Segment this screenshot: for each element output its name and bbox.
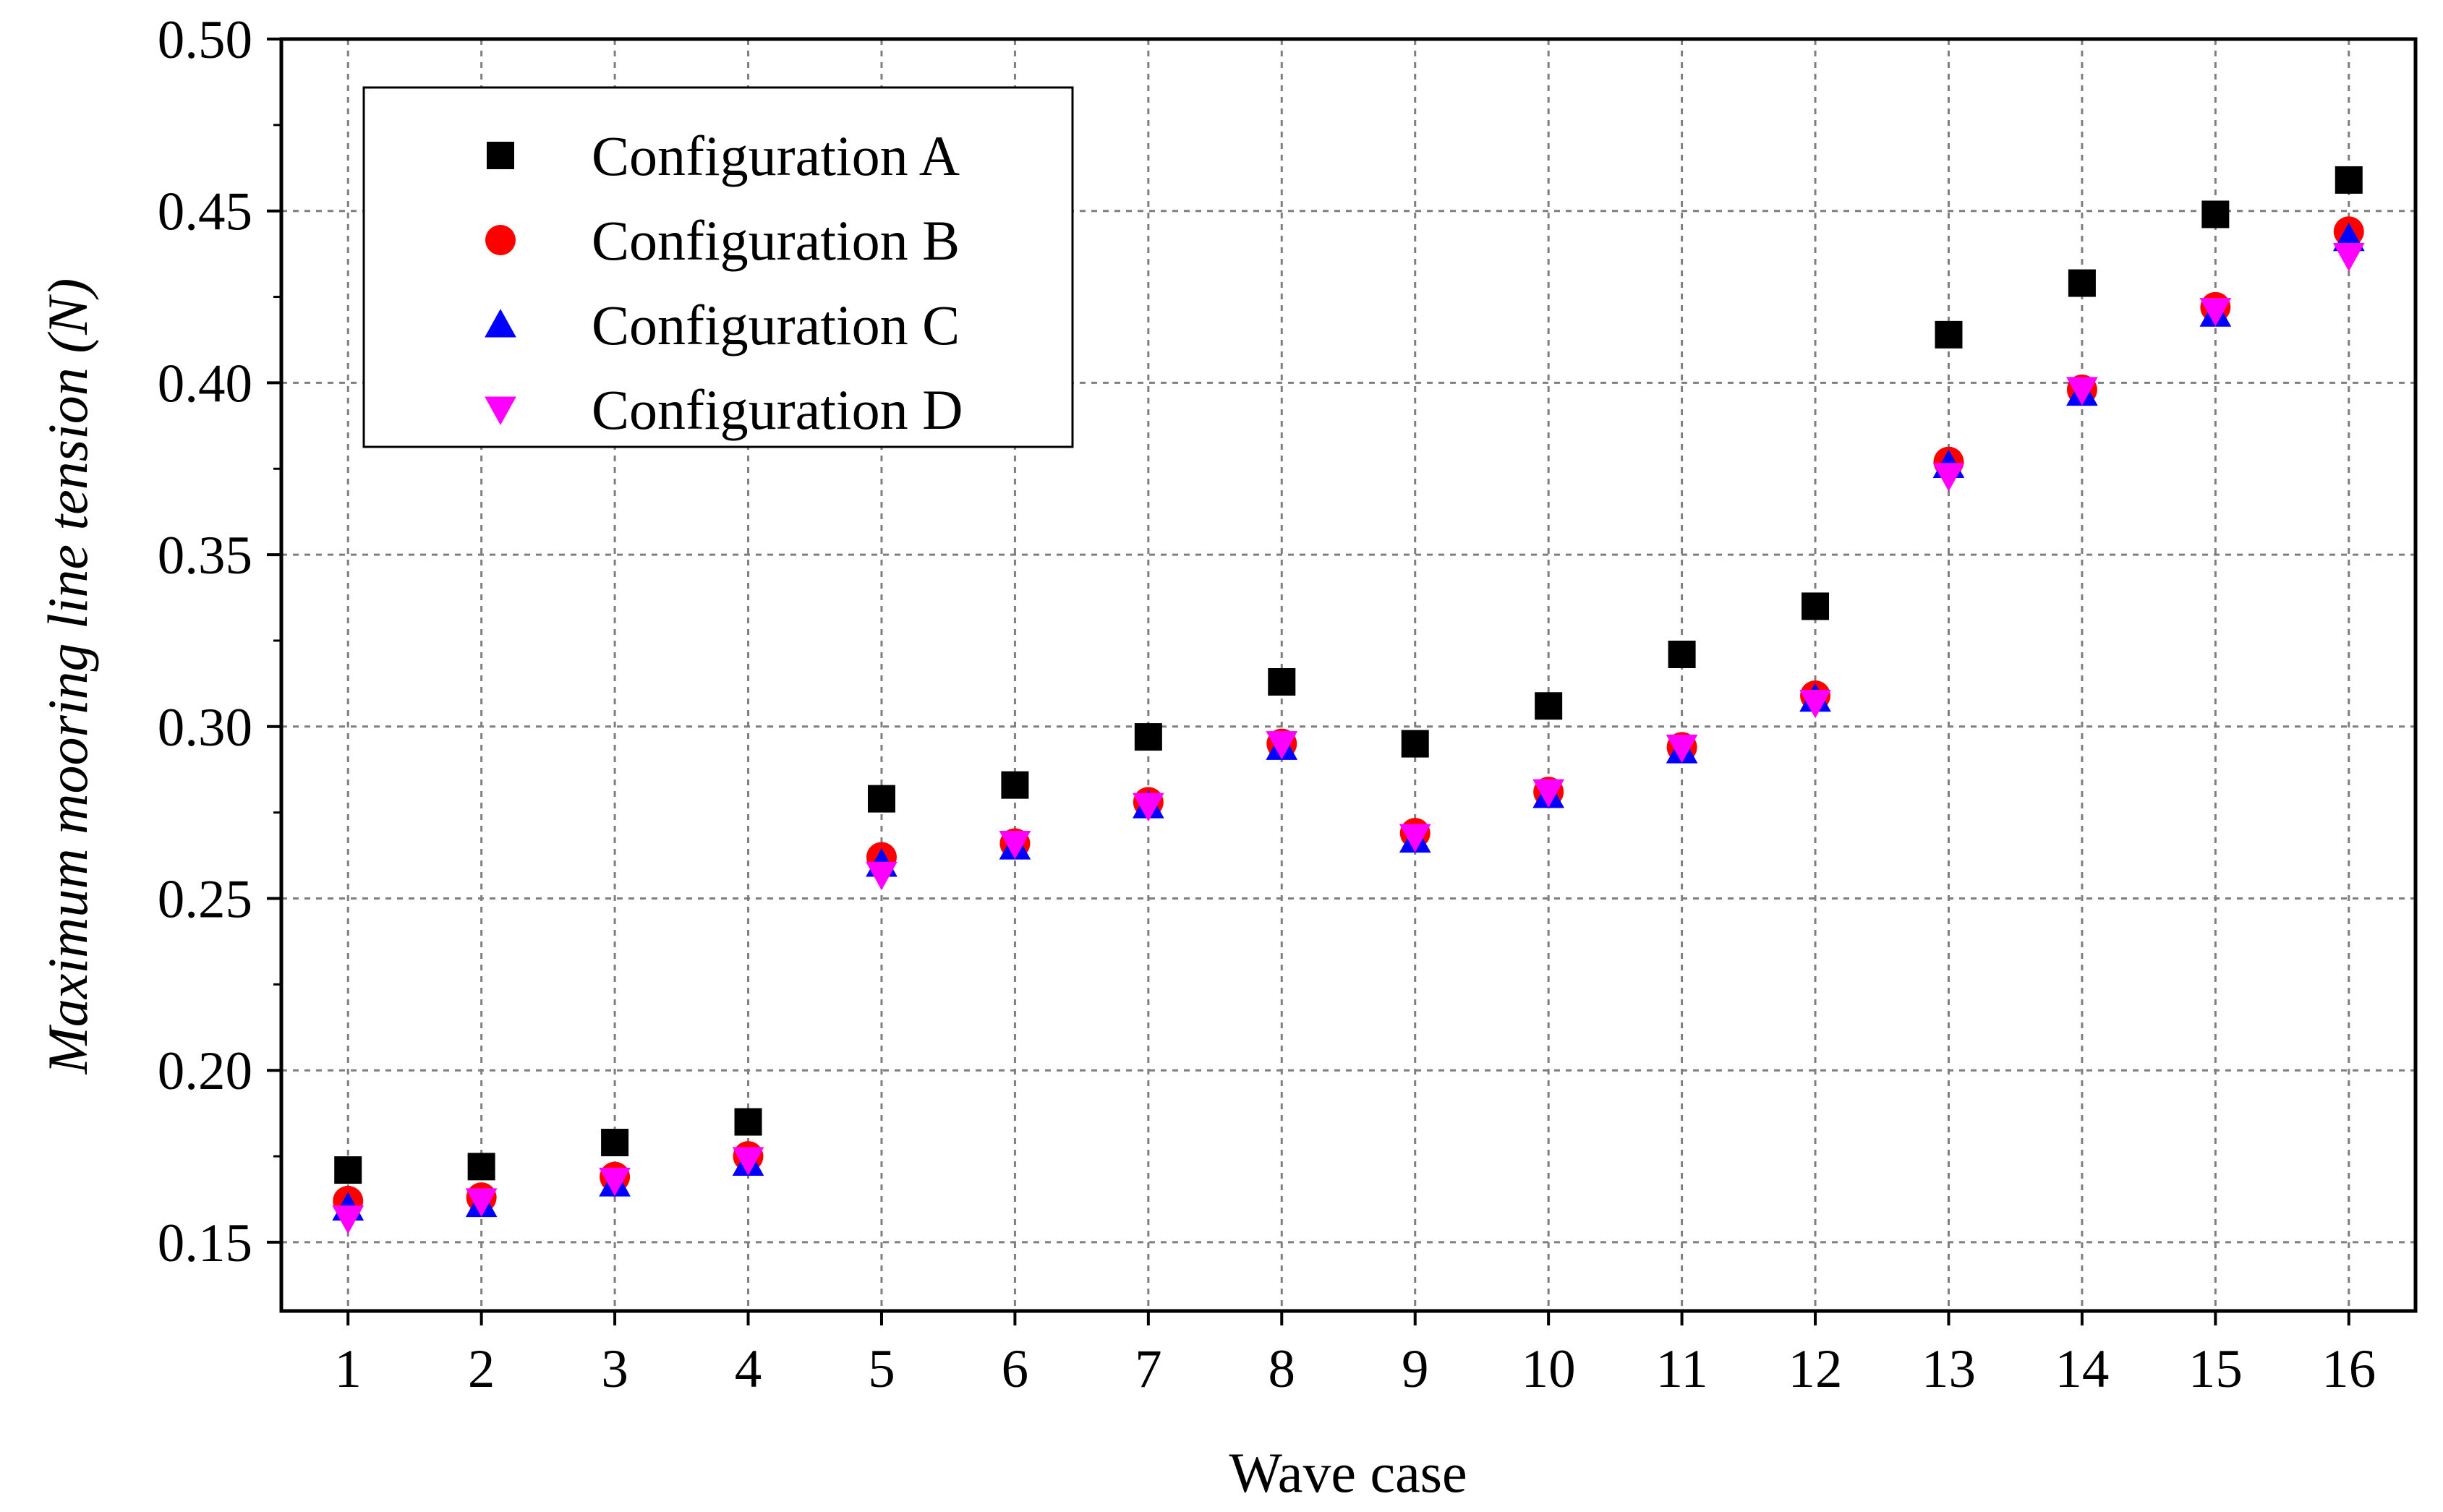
x-tick-label: 15 bbox=[2188, 1339, 2243, 1399]
x-tick-labels: 1 2 3 4 5 6 7 8 9 10 11 12 13 14 15 16 bbox=[334, 1339, 2376, 1399]
legend-item: Configuration B bbox=[485, 209, 960, 272]
data-point bbox=[1932, 463, 1965, 492]
data-point bbox=[732, 1147, 764, 1176]
data-point bbox=[334, 1156, 362, 1184]
data-point bbox=[1666, 734, 1698, 764]
x-tick-label: 8 bbox=[1269, 1339, 1296, 1399]
data-point bbox=[1001, 771, 1029, 799]
data-point bbox=[2332, 243, 2365, 272]
x-tick-label: 16 bbox=[2322, 1339, 2376, 1399]
data-point bbox=[1134, 723, 1162, 751]
data-point bbox=[599, 1167, 631, 1197]
data-point bbox=[2201, 200, 2230, 228]
x-tick-label: 12 bbox=[1788, 1339, 1843, 1399]
x-tick-label: 5 bbox=[868, 1339, 895, 1399]
legend-item: Configuration C bbox=[485, 294, 960, 356]
data-point bbox=[601, 1129, 629, 1157]
data-point bbox=[1535, 692, 1563, 720]
x-tick-label: 2 bbox=[468, 1339, 495, 1399]
y-tick-label: 0.50 bbox=[158, 10, 252, 70]
legend-label: Configuration C bbox=[592, 294, 960, 356]
y-axis-title: Maximum mooring line tension (N) bbox=[36, 278, 99, 1075]
x-tick-label: 1 bbox=[334, 1339, 362, 1399]
data-point bbox=[1668, 640, 1696, 668]
data-point bbox=[465, 1188, 498, 1217]
y-tick-label: 0.25 bbox=[158, 870, 252, 930]
data-point bbox=[1266, 731, 1298, 760]
legend-item: Configuration A bbox=[487, 124, 960, 187]
data-point bbox=[2068, 269, 2096, 297]
x-tick-label: 3 bbox=[601, 1339, 628, 1399]
data-point bbox=[999, 830, 1031, 860]
y-tick-label: 0.30 bbox=[158, 698, 252, 758]
data-point bbox=[867, 785, 895, 813]
data-point bbox=[332, 1205, 364, 1234]
legend-marker bbox=[487, 142, 514, 169]
data-point bbox=[2335, 166, 2363, 194]
legend-marker bbox=[485, 225, 516, 255]
x-tick-label: 14 bbox=[2055, 1339, 2109, 1399]
x-tick-label: 11 bbox=[1655, 1339, 1707, 1399]
data-point bbox=[1799, 690, 1831, 719]
y-tick-label: 0.40 bbox=[158, 354, 252, 414]
legend-label: Configuration D bbox=[592, 378, 963, 441]
data-point bbox=[866, 861, 898, 891]
data-point bbox=[1802, 592, 1830, 620]
x-tick-label: 4 bbox=[735, 1339, 762, 1399]
x-axis-title: Wave case bbox=[1229, 1441, 1467, 1504]
legend: Configuration A Configuration B Configurat… bbox=[362, 86, 1074, 448]
x-tick-label: 10 bbox=[1522, 1339, 1576, 1399]
data-point bbox=[1268, 668, 1296, 696]
legend-label: Configuration B bbox=[592, 209, 960, 272]
axis-ticks bbox=[267, 38, 2350, 1325]
data-point bbox=[734, 1108, 762, 1136]
data-point bbox=[2066, 377, 2098, 406]
data-point bbox=[467, 1153, 495, 1181]
y-tick-label: 0.35 bbox=[158, 526, 252, 586]
data-points bbox=[332, 166, 2365, 1234]
y-tick-label: 0.15 bbox=[158, 1213, 252, 1273]
y-tick-label: 0.20 bbox=[158, 1041, 252, 1101]
data-point bbox=[1399, 824, 1431, 853]
x-tick-label: 6 bbox=[1002, 1339, 1029, 1399]
series-4 bbox=[332, 243, 2365, 1234]
x-tick-label: 7 bbox=[1135, 1339, 1162, 1399]
data-point bbox=[1401, 730, 1429, 758]
data-point bbox=[2199, 298, 2232, 327]
y-tick-labels: 0.15 0.20 0.25 0.30 0.35 0.40 0.45 0.50 bbox=[158, 10, 252, 1273]
legend-box bbox=[362, 86, 1074, 448]
legend-marker bbox=[485, 396, 516, 425]
plot-frame bbox=[279, 37, 2418, 1313]
data-point bbox=[1532, 779, 1565, 808]
legend-marker bbox=[485, 309, 516, 338]
x-tick-label: 9 bbox=[1402, 1339, 1429, 1399]
legend-item: Configuration D bbox=[485, 378, 963, 441]
legend-label: Configuration A bbox=[592, 124, 960, 187]
x-tick-label: 13 bbox=[1922, 1339, 1976, 1399]
data-point bbox=[1132, 793, 1164, 822]
y-tick-label: 0.45 bbox=[158, 182, 252, 242]
series-1 bbox=[334, 166, 2363, 1184]
data-point bbox=[1935, 320, 1963, 349]
